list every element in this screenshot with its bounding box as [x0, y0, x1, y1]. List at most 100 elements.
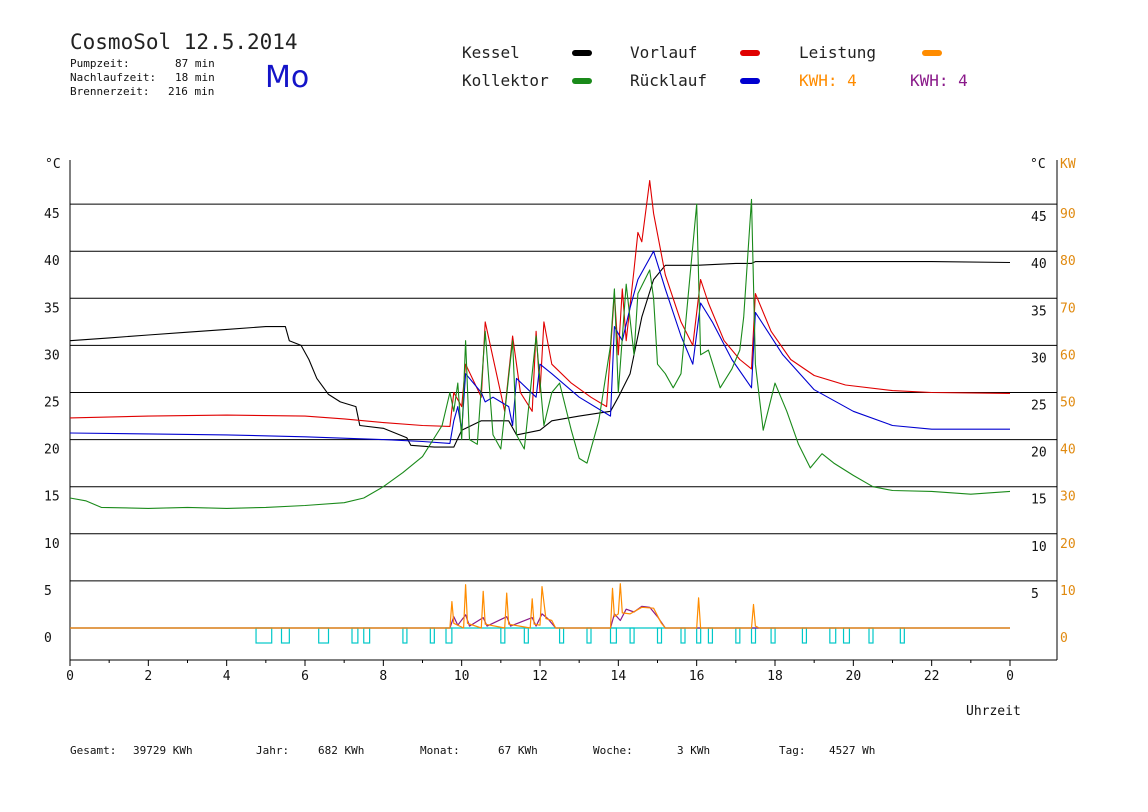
stat-value-nachlaufzeit: 18 min [175, 71, 215, 84]
kw-tick-label-0: 0 [1060, 631, 1068, 646]
pump-marker-6 [429, 627, 435, 644]
kw-tick-label-20: 20 [1060, 537, 1076, 552]
y-tick-label-left-30: 30 [44, 348, 60, 363]
pump-marker-16 [696, 627, 702, 644]
y-unit-right-kw: KW [1060, 157, 1076, 172]
y-tick-label-right-20: 20 [1031, 446, 1047, 461]
pump-marker-11 [586, 627, 592, 644]
kw-tick-label-50: 50 [1060, 396, 1076, 411]
footer-label-monat: Monat: [420, 744, 460, 757]
pump-marker-18 [735, 627, 741, 644]
x-tick-label-4: 4 [223, 669, 231, 684]
kw-tick-label-80: 80 [1060, 254, 1076, 269]
footer-value-tag: 4527 Wh [829, 744, 876, 757]
y-tick-label-right-40: 40 [1031, 257, 1047, 272]
y-tick-label-left-25: 25 [44, 396, 60, 411]
footer-value-gesamt: 39729 KWh [133, 744, 193, 757]
pump-marker-22 [829, 627, 837, 644]
footer-value-jahr: 682 KWh [318, 744, 365, 757]
legend-swatch-leistung [922, 50, 942, 56]
legend-swatch-ruecklauf [740, 78, 760, 84]
x-tick-label-20: 20 [846, 669, 862, 684]
legend-kwh-orange: KWH: 4 [799, 71, 857, 90]
legend-label-ruecklauf: Rücklauf [630, 71, 708, 90]
pump-marker-1 [280, 627, 290, 644]
pump-marker-20 [770, 627, 776, 644]
pump-marker-8 [500, 627, 506, 644]
power-line-kwh [70, 605, 1010, 629]
kw-tick-label-10: 10 [1060, 584, 1076, 599]
x-tick-label-2: 2 [144, 669, 152, 684]
y-tick-label-left-40: 40 [44, 254, 60, 269]
legend-label-kollektor: Kollektor [462, 71, 549, 90]
x-tick-label-16: 16 [689, 669, 705, 684]
footer-label-woche: Woche: [593, 744, 633, 757]
kw-tick-label-70: 70 [1060, 301, 1076, 316]
pump-marker-19 [750, 627, 757, 644]
y-tick-label-left-35: 35 [44, 301, 60, 316]
y-tick-label-left-15: 15 [44, 490, 60, 505]
footer-label-tag: Tag: [779, 744, 806, 757]
footer-label-jahr: Jahr: [256, 744, 290, 757]
stat-value-brennerzeit: 216 min [168, 85, 215, 98]
y-tick-label-right-10: 10 [1031, 540, 1047, 555]
y-tick-label-left-5: 5 [44, 584, 52, 599]
stat-value-pumpzeit: 87 min [175, 57, 215, 70]
pump-marker-2 [318, 627, 330, 644]
y-tick-label-left-20: 20 [44, 443, 60, 458]
series-line-rcklauf [69, 250, 1010, 444]
legend-label-leistung: Leistung [799, 43, 877, 62]
y-tick-label-right-5: 5 [1031, 587, 1039, 602]
kw-tick-label-30: 30 [1060, 490, 1076, 505]
y-tick-label-left-10: 10 [44, 537, 60, 552]
footer-label-gesamt: Gesamt: [70, 744, 117, 757]
legend-label-kessel: Kessel [462, 43, 520, 62]
weekday-label: Mo [265, 60, 310, 95]
pump-marker-7 [445, 627, 453, 644]
kw-tick-label-60: 60 [1060, 348, 1076, 363]
legend-kwh-purple: KWH: 4 [910, 71, 968, 90]
pump-marker-25 [899, 627, 905, 644]
pump-marker-14 [656, 627, 663, 644]
stat-label-brennerzeit: Brennerzeit: [70, 85, 150, 98]
x-tick-label-14: 14 [611, 669, 627, 684]
x-tick-label-18: 18 [767, 669, 783, 684]
footer-value-woche: 3 KWh [677, 744, 711, 757]
kw-tick-label-40: 40 [1060, 443, 1076, 458]
legend-label-vorlauf: Vorlauf [630, 43, 698, 62]
pump-marker-15 [680, 627, 686, 644]
y-tick-label-right-35: 35 [1031, 304, 1047, 319]
power-line-leistung [70, 583, 1010, 629]
legend-swatch-kollektor [572, 78, 592, 84]
x-tick-label-24: 0 [1006, 669, 1014, 684]
kw-tick-label-90: 90 [1060, 207, 1076, 222]
pump-marker-17 [707, 627, 714, 644]
y-tick-label-left-0: 0 [44, 631, 52, 646]
x-tick-label-12: 12 [532, 669, 548, 684]
stat-label-pumpzeit: Pumpzeit: [70, 57, 130, 70]
pump-marker-0 [255, 627, 273, 644]
y-tick-label-right-25: 25 [1031, 399, 1047, 414]
y-tick-label-right-30: 30 [1031, 351, 1047, 366]
stat-label-nachlaufzeit: Nachlaufzeit: [70, 71, 157, 84]
chart-title: CosmoSol 12.5.2014 [70, 30, 298, 54]
pump-marker-12 [609, 627, 617, 644]
x-tick-label-0: 0 [66, 669, 74, 684]
pump-marker-23 [842, 627, 851, 644]
pump-marker-5 [402, 627, 408, 644]
pump-marker-24 [868, 627, 874, 644]
x-tick-label-8: 8 [379, 669, 387, 684]
y-tick-label-right-45: 45 [1031, 210, 1047, 225]
x-tick-label-22: 22 [924, 669, 940, 684]
pump-marker-3 [351, 627, 359, 644]
x-axis-label: Uhrzeit [966, 704, 1021, 719]
y-unit-left: °C [45, 157, 61, 172]
footer-value-monat: 67 KWh [498, 744, 538, 757]
y-tick-label-right-15: 15 [1031, 493, 1047, 508]
series-line-kessel [69, 261, 1011, 448]
y-tick-label-left-45: 45 [44, 207, 60, 222]
y-unit-right: °C [1030, 157, 1046, 172]
series-line-vorlauf [69, 180, 1011, 427]
legend-swatch-vorlauf [740, 50, 760, 56]
